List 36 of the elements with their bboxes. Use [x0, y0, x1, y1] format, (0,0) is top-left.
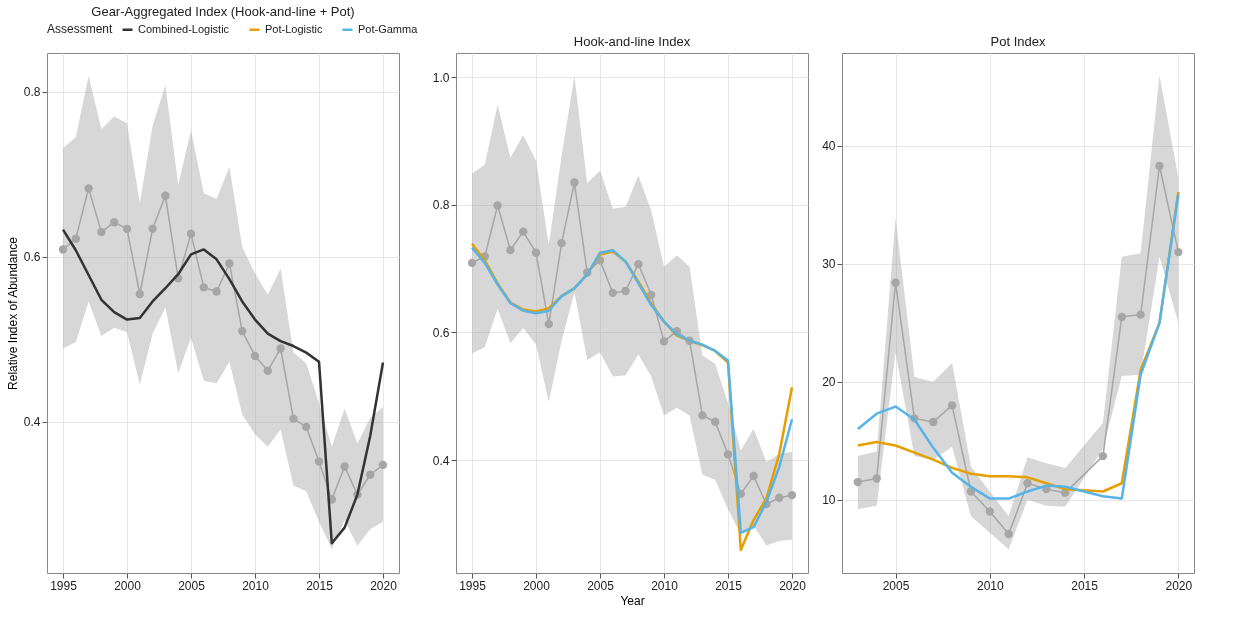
y-tick-label: 30 [822, 257, 836, 272]
x-tick-label: 2005 [178, 578, 206, 593]
x-tick-label: 2010 [651, 578, 679, 593]
y-tick-label: 0.8 [23, 85, 41, 100]
y-tick-label: 0.6 [432, 325, 450, 340]
x-tick-label: 2015 [306, 578, 334, 593]
chart-title: Gear-Aggregated Index (Hook-and-line + Pot) [91, 4, 355, 19]
y-tick-label: 0.6 [23, 250, 41, 265]
legend-label: Pot-Gamma [358, 22, 419, 35]
y-tick-label: 1.0 [432, 70, 450, 85]
x-tick-label: 2010 [976, 578, 1004, 593]
x-tick-label: 2015 [1071, 578, 1099, 593]
legend-title: Assessment [47, 22, 114, 36]
legend-label: Pot-Logistic [265, 22, 323, 35]
x-tick-label: 2015 [715, 578, 743, 593]
x-axis-title: Year [620, 593, 645, 608]
x-tick-label: 2000 [114, 578, 142, 593]
y-tick-label: 10 [822, 493, 836, 508]
x-tick-label: 2020 [779, 578, 807, 593]
x-tick-label: 1995 [50, 578, 78, 593]
x-tick-label: 2020 [1165, 578, 1193, 593]
x-tick-label: 2020 [370, 578, 398, 593]
y-tick-label: 0.8 [432, 198, 450, 213]
x-tick-label: 2005 [882, 578, 910, 593]
x-tick-label: 1995 [459, 578, 487, 593]
legend-label: Combined-Logistic [138, 22, 230, 35]
chart-title: Hook-and-line Index [573, 34, 691, 49]
x-tick-label: 2000 [523, 578, 551, 593]
y-tick-label: 40 [822, 139, 836, 154]
x-tick-label: 2005 [587, 578, 615, 593]
y-tick-label: 0.4 [23, 415, 41, 430]
y-tick-label: 0.4 [432, 453, 450, 468]
chart-title: Pot Index [990, 34, 1046, 49]
y-axis-title: Relative Index of Abundance [5, 236, 20, 390]
y-tick-label: 20 [822, 375, 836, 390]
x-tick-label: 2010 [242, 578, 270, 593]
